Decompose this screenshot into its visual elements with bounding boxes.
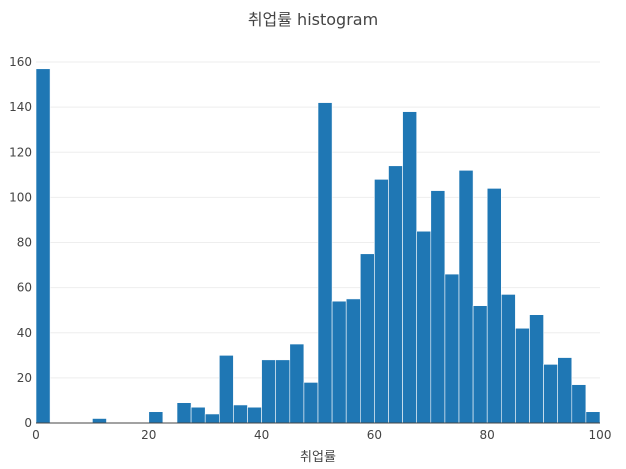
histogram-bar bbox=[515, 327, 530, 424]
x-tick-label: 100 bbox=[589, 428, 612, 442]
histogram-bar bbox=[345, 298, 361, 424]
x-axis-label: 취업률 bbox=[300, 450, 336, 465]
x-tick-label: 20 bbox=[141, 428, 156, 442]
histogram-bar bbox=[458, 170, 474, 424]
x-tick-label: 80 bbox=[480, 428, 495, 442]
histogram-bar bbox=[176, 402, 192, 424]
histogram-bar bbox=[543, 364, 558, 424]
histogram-bar bbox=[35, 68, 51, 424]
histogram-bar bbox=[388, 165, 403, 424]
y-tick-label: 100 bbox=[9, 190, 32, 204]
histogram-bar bbox=[331, 300, 347, 424]
histogram-bar bbox=[190, 406, 206, 424]
histogram-bar bbox=[500, 294, 516, 424]
y-tick-label: 160 bbox=[9, 55, 32, 69]
y-tick-label: 20 bbox=[17, 371, 32, 385]
histogram-bar bbox=[557, 357, 573, 424]
histogram-bar bbox=[317, 102, 333, 424]
histogram-bar bbox=[303, 382, 319, 424]
y-tick-label: 140 bbox=[9, 100, 32, 114]
histogram-bar bbox=[486, 188, 502, 424]
histogram-bar bbox=[529, 314, 544, 424]
histogram-bar bbox=[233, 404, 248, 424]
histogram-bar bbox=[402, 111, 418, 424]
axis-layer: 0 20 40 60 80 100 120 140 160 0 20 40 60 80 100 bbox=[9, 55, 611, 442]
y-tick-label: 40 bbox=[17, 326, 32, 340]
histogram-bar bbox=[571, 384, 587, 424]
histogram-bar bbox=[261, 359, 277, 424]
histogram-bar bbox=[430, 190, 446, 424]
y-tick-label: 60 bbox=[17, 281, 32, 295]
histogram-bar bbox=[219, 355, 234, 424]
histogram-bar bbox=[444, 273, 460, 424]
histogram-bar bbox=[148, 411, 164, 424]
histogram-bar bbox=[289, 343, 305, 424]
chart-title: 취업률 histogram bbox=[248, 10, 378, 29]
y-tick-label: 80 bbox=[17, 236, 32, 250]
histogram-bar bbox=[359, 253, 375, 424]
histogram-bar bbox=[585, 411, 601, 424]
histogram-bar bbox=[275, 359, 291, 424]
bar-layer bbox=[35, 68, 601, 424]
histogram-bar bbox=[416, 230, 432, 424]
histogram-bar bbox=[374, 179, 389, 424]
histogram-bar bbox=[247, 406, 262, 424]
x-tick-label: 60 bbox=[367, 428, 382, 442]
x-tick-label: 40 bbox=[254, 428, 269, 442]
histogram-bar bbox=[204, 413, 220, 424]
histogram-bar bbox=[92, 418, 107, 424]
x-tick-label: 0 bbox=[32, 428, 40, 442]
histogram-bar bbox=[472, 305, 488, 424]
y-tick-label: 120 bbox=[9, 145, 32, 159]
y-tick-label: 0 bbox=[24, 416, 32, 430]
